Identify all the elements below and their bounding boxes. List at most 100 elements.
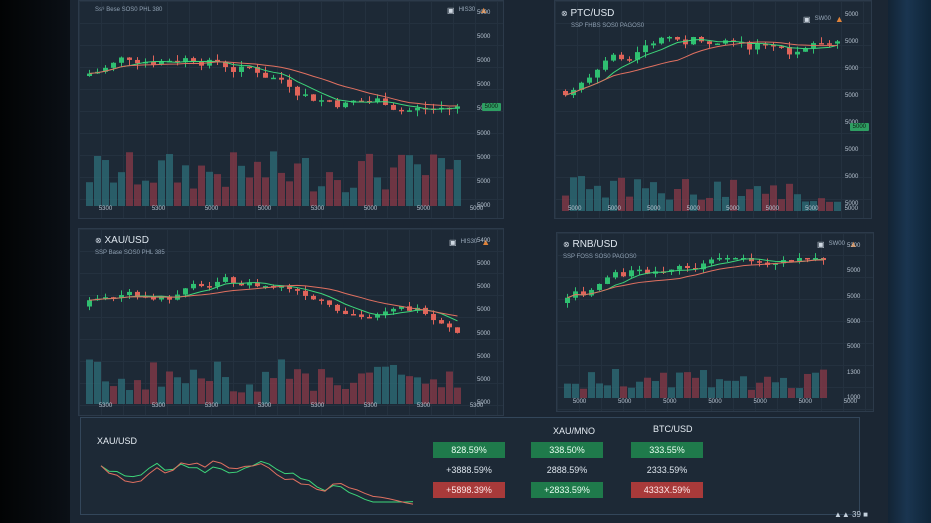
volume-bar [318,369,325,404]
panel-controls[interactable]: ▣ SW00 ▲ [817,239,858,249]
x-tick-label: 5000 [798,399,812,405]
warning-icon[interactable]: ▲ [848,239,858,249]
warning-icon[interactable]: ▲ [479,5,489,15]
chart-panel-3[interactable]: ⊗ XAU/USD SSP Base SOS0 PHL 385 ▣ HIS30 ▲ … [78,228,504,416]
moving-average-line [565,41,838,96]
settings-icon[interactable]: ▣ [803,14,811,24]
volume-bar [326,172,333,206]
panel-subtitle: SSP FOSS SOS0 PAGOS0 [563,254,637,260]
candle-body [151,61,156,65]
warning-icon[interactable]: ▲ [481,237,491,247]
volume-bar [586,189,593,211]
chart-icon: ⊗ [561,9,568,18]
candle-body [247,282,252,286]
volume-bar [604,385,611,398]
moving-average-line [89,60,458,110]
panel-controls[interactable]: ▣ SW00 ▲ [803,14,844,24]
volume-bar [812,372,819,398]
y-tick-label: 5000 [477,307,491,314]
volume-bar [620,386,627,398]
x-tick-label: 5300 [151,403,166,409]
timeframe-label[interactable]: HIS30 [460,239,478,245]
y-axis: 5400 5000 5000 5000 5000 5000 5000 5000 [477,229,503,415]
volume-bar [772,382,779,398]
panel-controls[interactable]: ▣ HIS30 ▲ [447,5,488,15]
candle-body [779,46,784,48]
volume-bar [238,392,245,404]
candle-body [725,258,730,260]
volume-bar [118,172,125,206]
panel-subtitle: SSP Base SOS0 PHL 385 [95,250,165,256]
candle-body [287,286,292,290]
y-tick-label: 5000 [477,400,491,407]
candle-body [311,295,316,300]
volume-bar [206,171,213,206]
volume-bar [756,382,763,398]
settings-icon[interactable]: ▣ [447,5,455,15]
candle-body [223,277,228,282]
candle-body [835,41,840,44]
timeframe-label[interactable]: SW00 [828,241,845,247]
settings-icon[interactable]: ▣ [817,239,825,249]
volume-bar [174,182,181,206]
volume-bar [286,378,293,404]
timeframe-label[interactable]: HIS30 [458,7,476,13]
chart-panel-2[interactable]: ⊗ PTC/USD SSP FHBS SOS0 PAGOS0 ▣ SW00 ▲ 50… [554,0,872,219]
x-tick-label: 5000 [726,206,740,212]
chart-panel-1[interactable]: Ss⁹ Bese SOS0 PHL 380 ▣ HIS30 ▲ 5000 5000 50… [78,0,504,219]
y-tick-label: 5000 [847,344,861,351]
candle-body [135,291,140,297]
candle-body [675,37,680,40]
candle-body [643,45,648,53]
candle-body [579,82,584,90]
volume-bar [390,364,397,404]
candle-body [771,44,776,47]
candle-body [407,306,412,311]
volume-bar [796,388,803,398]
volume-bar [438,158,445,206]
candle-body [175,60,180,63]
candle-body [391,104,396,110]
candle-body [383,311,388,315]
y-tick-label: 5000 [477,377,491,384]
candle-body [303,94,308,96]
candle-body [795,51,800,55]
volume-bar [780,377,787,398]
candle-body [803,47,808,52]
x-tick-label: 5000 [469,206,484,212]
x-tick-label: 5000 [607,206,621,212]
panel-controls[interactable]: ▣ HIS30 ▲ [449,237,490,247]
volume-bar [652,381,659,398]
candle-body [821,258,826,261]
volume-bar [254,391,261,404]
volume-bar [222,186,229,206]
x-tick-label: 5000 [753,399,767,405]
volume-bar [406,376,413,404]
volume-bar [740,376,747,398]
warning-icon[interactable]: ▲ [834,14,844,24]
y-tick-label: 5000 [477,130,491,137]
timeframe-label[interactable]: SW00 [814,16,831,22]
candle-body [455,327,460,333]
volume-bar [454,387,461,404]
candle-body [183,58,188,63]
candle-body [635,52,640,60]
candle-body [763,43,768,46]
volume-bar [788,388,795,398]
price-tag: 5000 [849,123,869,131]
candle-body [343,102,348,108]
y-tick-label: 5000 [845,11,859,18]
volume-bar [746,189,753,211]
volume-bar [126,152,133,206]
candle-body [319,100,324,102]
volume-bar [110,182,117,206]
summary-value-cell: 828.59% [433,442,505,458]
candle-body [319,299,324,301]
volume-bar [350,187,357,206]
moving-average-line [89,61,458,107]
volume-bar [414,164,421,206]
candle-body [455,106,460,109]
chart-panel-4[interactable]: ⊗ RNB/USD SSP FOSS SOS0 PAGOS0 ▣ SW00 ▲ 53… [556,232,874,412]
settings-icon[interactable]: ▣ [449,237,457,247]
volume-bar [350,382,357,404]
